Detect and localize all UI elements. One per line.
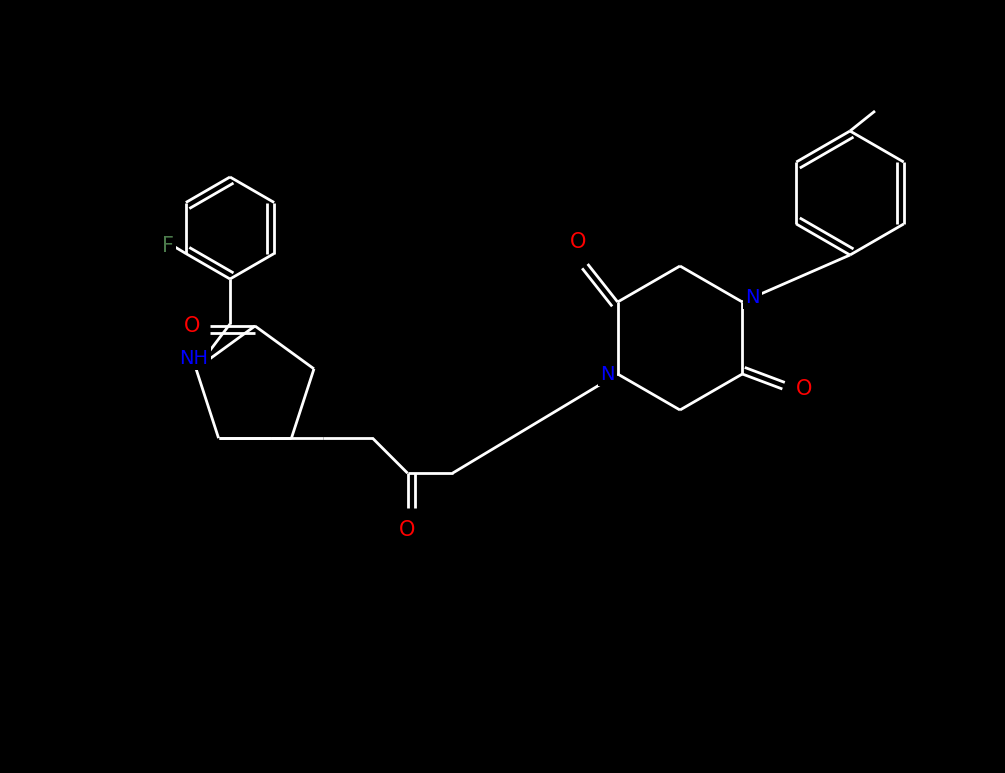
Text: N: N bbox=[745, 288, 760, 307]
Text: O: O bbox=[570, 232, 586, 252]
Text: F: F bbox=[162, 236, 174, 256]
Text: NH: NH bbox=[180, 349, 208, 369]
Text: O: O bbox=[184, 316, 200, 336]
Text: N: N bbox=[600, 365, 615, 383]
Text: O: O bbox=[399, 520, 416, 540]
Text: O: O bbox=[796, 379, 812, 399]
